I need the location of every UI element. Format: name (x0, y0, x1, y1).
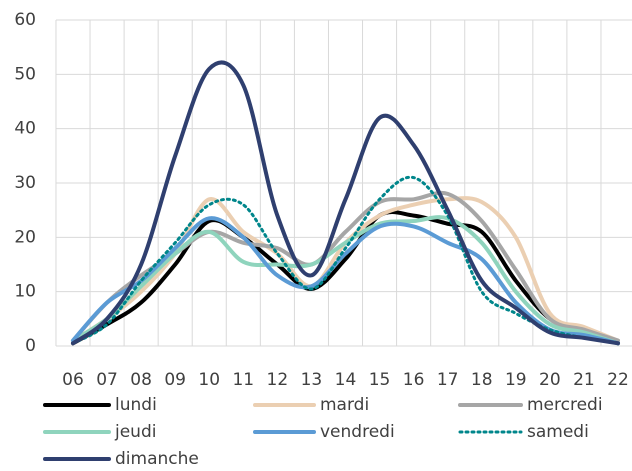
x-tick-label: 10 (198, 370, 220, 390)
series-line (71, 210, 620, 346)
y-tick-label: 40 (14, 119, 36, 139)
legend-label: lundi (115, 395, 157, 415)
x-tick-label: 06 (62, 370, 84, 390)
x-tick-label: 21 (573, 370, 595, 390)
x-tick-label: 17 (437, 370, 459, 390)
x-tick-label: 14 (335, 370, 357, 390)
x-tick-label: 12 (267, 370, 289, 390)
x-tick-label: 09 (164, 370, 186, 390)
x-tick-label: 11 (232, 370, 254, 390)
y-tick-label: 50 (14, 64, 36, 84)
series-line (71, 175, 620, 345)
legend-label: jeudi (114, 422, 156, 442)
x-tick-label: 13 (301, 370, 323, 390)
legend-label: mardi (320, 395, 369, 415)
x-tick-label: 22 (607, 370, 629, 390)
y-tick-label: 0 (25, 336, 36, 356)
legend-label: dimanche (115, 449, 199, 467)
legend-label: mercredi (527, 395, 603, 415)
x-tick-label: 15 (369, 370, 391, 390)
y-tick-label: 20 (14, 227, 36, 247)
series-line (71, 215, 620, 346)
series-line (71, 60, 620, 346)
x-tick-label: 18 (471, 370, 493, 390)
x-tick-label: 16 (403, 370, 425, 390)
y-tick-label: 10 (14, 282, 36, 302)
y-tick-label: 60 (14, 10, 36, 30)
legend-label: samedi (527, 422, 589, 442)
y-tick-label: 30 (14, 173, 36, 193)
x-tick-label: 20 (539, 370, 561, 390)
x-tick-label: 08 (130, 370, 152, 390)
x-tick-label: 19 (505, 370, 527, 390)
series-line (71, 216, 620, 346)
legend-label: vendredi (320, 422, 395, 442)
x-tick-label: 07 (96, 370, 118, 390)
